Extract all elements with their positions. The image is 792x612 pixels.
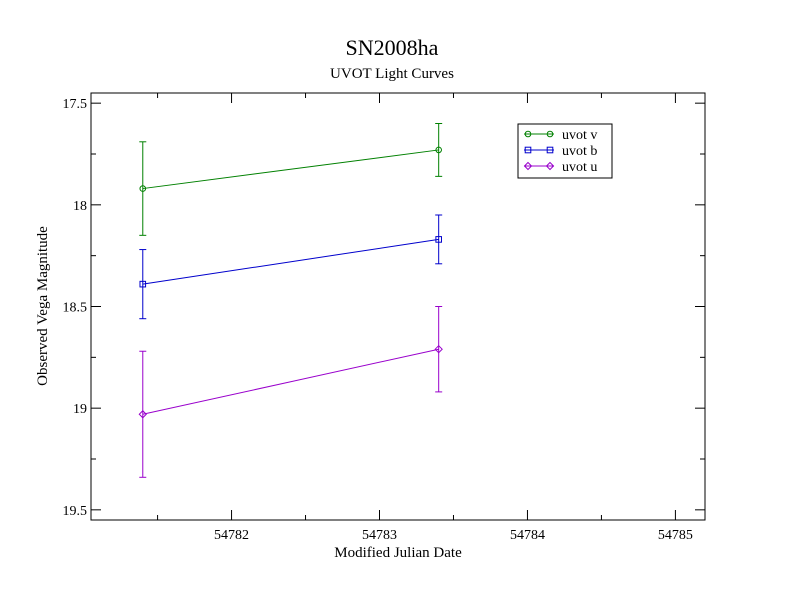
- legend-marker-uvot-u: [545, 161, 555, 171]
- data-point-uvot-b: [139, 280, 147, 288]
- y-tick-label: 18.5: [63, 301, 88, 316]
- legend-marker-uvot-b: [524, 146, 532, 154]
- x-tick-label: 54785: [658, 528, 693, 543]
- chart-subtitle: UVOT Light Curves: [330, 66, 454, 82]
- data-point-uvot-b: [435, 236, 442, 243]
- y-axis-label: Observed Vega Magnitude: [35, 226, 51, 386]
- x-axis-label: Modified Julian Date: [334, 545, 462, 561]
- x-tick-label: 54783: [362, 528, 397, 543]
- series-line-uvot-u: [142, 348, 439, 415]
- legend-label-uvot-b: uvot b: [562, 144, 597, 159]
- legend-marker-uvot-v: [546, 130, 554, 138]
- legend-box: [517, 123, 613, 179]
- data-point-uvot-v: [435, 146, 442, 154]
- y-tick-label: 18: [73, 199, 87, 214]
- x-tick-label: 54782: [214, 528, 249, 543]
- chart-title: SN2008ha: [346, 35, 439, 60]
- data-point-uvot-v: [139, 185, 147, 192]
- legend-label-uvot-u: uvot u: [562, 160, 597, 175]
- legend-marker-uvot-u: [523, 161, 533, 171]
- series-line-uvot-b: [142, 238, 439, 285]
- legend-marker-uvot-b: [546, 146, 554, 154]
- x-tick-label: 54784: [510, 528, 545, 543]
- y-tick-label: 19.5: [63, 504, 88, 519]
- legend-label-uvot-v: uvot v: [562, 128, 597, 143]
- y-tick-label: 19: [73, 402, 87, 417]
- legend-marker-uvot-v: [524, 130, 532, 138]
- data-point-uvot-u: [138, 410, 147, 419]
- plot-frame: [90, 92, 706, 521]
- y-tick-label: 17.5: [63, 97, 88, 112]
- series-line-uvot-v: [142, 149, 439, 190]
- data-point-uvot-u: [434, 344, 443, 354]
